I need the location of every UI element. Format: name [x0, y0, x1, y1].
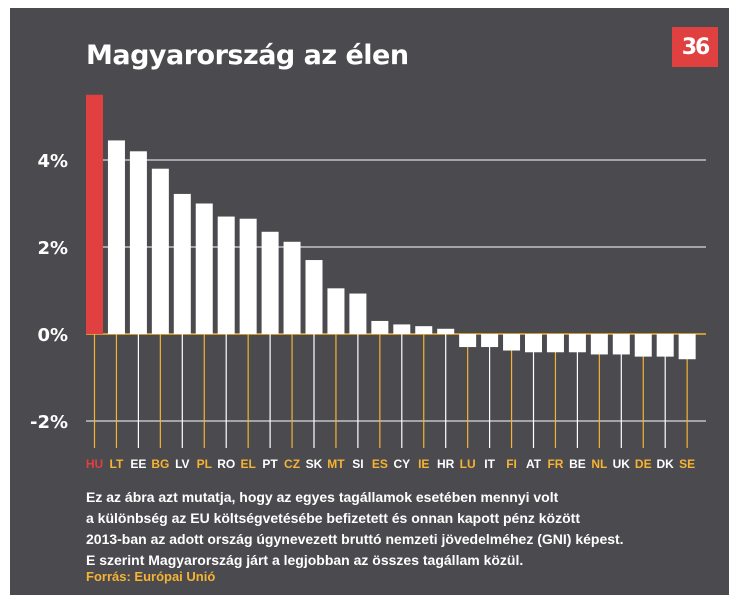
publisher-logo: 36 — [672, 27, 718, 67]
bar — [415, 326, 433, 334]
category-label: IT — [484, 457, 495, 471]
bar — [437, 328, 455, 334]
category-label: SK — [306, 457, 323, 471]
category-label: FI — [506, 457, 517, 471]
bar — [393, 324, 411, 334]
category-stems — [93, 334, 688, 448]
y-tick-label: 4% — [37, 151, 68, 172]
bar — [525, 334, 542, 353]
bar — [349, 293, 367, 334]
description-line: E szerint Magyarország járt a legjobban … — [86, 552, 524, 568]
bar — [327, 288, 345, 334]
category-label: CZ — [284, 457, 300, 471]
bar — [634, 334, 652, 357]
category-label: PL — [197, 457, 212, 471]
bar — [568, 334, 586, 353]
category-label: HU — [86, 457, 103, 471]
category-label: RO — [217, 457, 235, 471]
description-line: 2013-ban az adott ország úgynevezett bru… — [86, 531, 624, 547]
bar — [129, 151, 147, 334]
category-label: FR — [547, 457, 563, 471]
chart-panel — [10, 8, 729, 595]
category-label: LU — [460, 457, 476, 471]
chart-title: Magyarország az élen — [86, 40, 409, 71]
category-label: SI — [352, 457, 363, 471]
category-label: DK — [657, 457, 675, 471]
category-label: CY — [393, 457, 410, 471]
bar — [546, 334, 564, 353]
category-label: IE — [418, 457, 429, 471]
bar — [195, 203, 213, 334]
y-tick-label: -2% — [30, 412, 68, 433]
source-note: Forrás: Európai Unió — [86, 569, 216, 584]
category-label: NL — [591, 457, 607, 471]
bar — [590, 334, 608, 355]
bar — [481, 334, 499, 348]
category-label: HR — [437, 457, 455, 471]
category-label: LT — [110, 457, 124, 471]
bar — [656, 334, 674, 357]
bar — [107, 140, 125, 334]
category-label: EE — [130, 457, 146, 471]
bar — [173, 193, 191, 334]
bar — [261, 231, 279, 334]
description-line: a különbség az EU költségvetésébe befize… — [86, 510, 580, 526]
bar — [612, 334, 630, 355]
y-tick-label: 2% — [37, 238, 68, 259]
description-line: Ez az ábra azt mutatja, hogy az egyes ta… — [86, 489, 559, 505]
category-label: LV — [175, 457, 189, 471]
y-axis-labels: 4% 2% 0% -2% — [30, 151, 68, 433]
bar — [239, 218, 257, 334]
category-label: PT — [262, 457, 278, 471]
bar — [678, 334, 696, 360]
bar — [371, 320, 389, 334]
category-label: EL — [240, 457, 255, 471]
description: Ez az ábra azt mutatja, hogy az egyes ta… — [86, 487, 624, 571]
bars — [86, 94, 696, 360]
category-label: ES — [372, 457, 388, 471]
bar — [86, 94, 103, 334]
y-tick-label: 0% — [37, 325, 68, 346]
category-label: UK — [613, 457, 631, 471]
category-label: BG — [151, 457, 169, 471]
bar — [305, 260, 323, 334]
category-label: SE — [679, 457, 695, 471]
category-label: BE — [569, 457, 586, 471]
category-label: DE — [635, 457, 652, 471]
bar — [151, 168, 169, 334]
x-axis-labels: HU LT EE BG LV PL RO EL PT CZ SK MT SI ES CY IE HR LU IT FI… — [86, 457, 695, 471]
bar — [503, 334, 521, 351]
bar — [459, 334, 477, 348]
category-label: AT — [526, 457, 542, 471]
bar — [217, 216, 235, 334]
bar — [283, 241, 301, 334]
category-label: MT — [327, 457, 345, 471]
